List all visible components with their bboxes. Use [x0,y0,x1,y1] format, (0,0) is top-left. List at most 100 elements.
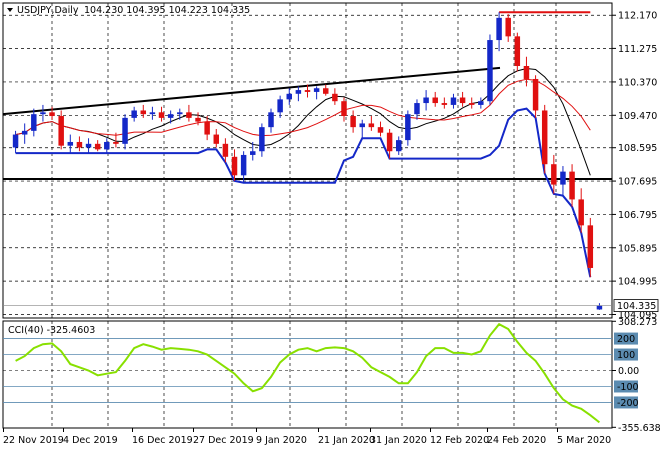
cci-y-tick-label: -100 [617,382,639,393]
y-tick-label: 104.995 [618,277,657,288]
chevron-down-icon [7,8,13,12]
x-tick-label: 16 Dec 2019 [132,435,193,446]
candle-bull [313,88,320,92]
candle-bear [377,127,384,133]
candle-bull [167,114,174,118]
candle-bear [432,97,438,104]
candle-bear [532,78,539,111]
candle-bear [158,112,165,118]
candle-bull [560,171,566,185]
candle-bear [304,90,311,92]
ma-slow-line [15,78,591,137]
candle-bear [459,97,466,104]
candle-bull [405,114,411,141]
candle-bear [587,225,594,268]
x-tick-label: 24 Feb 2020 [487,435,546,446]
cci-y-tick-label: 308.273 [618,317,657,328]
candle-bull [450,97,457,105]
candle-bear [350,116,356,128]
candle-bear [140,110,147,115]
candle-bear [222,143,229,157]
candle-bear [213,134,220,144]
candle-bull [496,17,502,41]
y-tick-label: 107.695 [618,177,657,188]
x-tick-label: 31 Jan 2020 [370,435,427,446]
candle-bull [177,112,183,115]
cci-y-tick-label: -200 [617,398,639,409]
candle-bull [414,103,420,115]
cci-level-box [614,396,638,409]
candle-bear [323,88,329,94]
y-tick-label: 110.370 [618,77,657,88]
candle-bull [395,140,402,152]
cci-line [15,322,601,424]
candle-bear [231,156,238,176]
x-tick-label: 27 Dec 2019 [193,435,254,446]
candle-bear [505,17,511,37]
ohlc-label: 104.230 104.395 104.223 104.335 [84,5,250,16]
candle-bear [569,171,575,200]
candle-bear [195,117,201,122]
cci-level-box [614,332,638,345]
candle-bull [104,141,110,150]
candle-bull [295,90,302,94]
candle-bear [49,112,55,117]
y-tick-label: 106.795 [618,210,657,221]
candles [12,12,603,310]
candle-bull [259,127,265,152]
candle-bear [204,121,210,135]
candle-bull [131,110,137,118]
current-price-label: 104.335 [617,301,656,312]
candle-bull [21,130,28,135]
candle-bull [85,143,92,148]
candle-bull [12,134,19,148]
candle-bear [186,112,192,118]
candle-bull [596,305,603,310]
cci-y-tick-label: 0.00 [618,366,639,377]
candle-bull [67,141,74,146]
candle-bull [359,123,365,128]
candle-bull [122,117,128,144]
x-tick-label: 9 Jan 2020 [256,435,307,446]
candle-bear [441,103,448,105]
cci-level-box [614,348,638,361]
candle-bear [578,199,584,226]
candle-bear [76,141,83,148]
y-tick-label: 104.095 [618,310,657,321]
cci-y-tick-label: -355.6381 [618,423,660,434]
candle-bear [541,110,548,165]
candle-bear [523,66,530,79]
candle-bear [332,93,338,102]
main-plot-frame [2,2,613,319]
x-tick-label: 12 Feb 2020 [430,435,489,446]
symbol-label: USDJPY,Daily [17,5,79,16]
candle-bull [286,93,292,100]
y-tick-label: 109.470 [618,111,657,122]
candle-bull [240,154,247,176]
y-tick-label: 112.170 [618,11,657,22]
trendline [2,66,501,116]
y-tick-label: 111.275 [618,44,657,55]
candle-bull [423,97,429,104]
candle-bull [268,112,274,128]
x-tick-label: 21 Jan 2020 [318,435,375,446]
candle-bear [514,36,521,66]
current-price-box [613,299,659,312]
x-tick-label: 4 Dec 2019 [63,435,118,446]
cci-y-tick-label: 100 [617,350,635,361]
candle-bear [468,103,475,105]
chart-header [7,8,13,12]
candle-bull [149,112,156,115]
candle-bull [478,101,484,105]
candle-bear [386,132,393,152]
x-tick-label: 22 Nov 2019 [3,435,64,446]
y-tick-label: 105.895 [618,243,657,254]
candle-bull [487,40,493,102]
lower-envelope-line [15,107,592,278]
candle-bear [113,141,119,144]
ma-fast-line [15,67,591,176]
candle-bear [94,143,101,150]
candle-bear [58,116,64,146]
cci-y-tick-label: 200 [617,334,635,345]
